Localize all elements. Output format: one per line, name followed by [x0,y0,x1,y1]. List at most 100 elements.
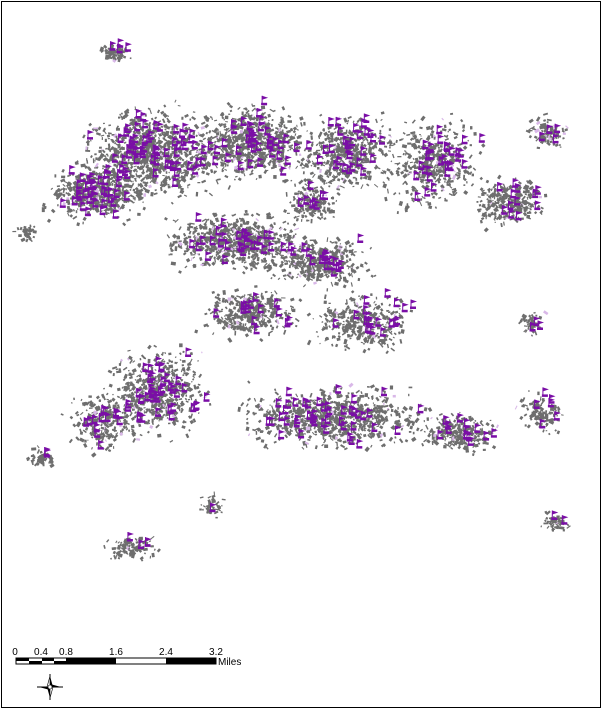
parcel-shape [142,206,146,211]
parcel-shape [443,124,447,129]
parcel-shape [327,167,332,173]
parcel-shape [215,135,218,138]
parcel-shape [389,170,394,176]
parcel-shape [425,125,431,131]
parcel-shape [179,176,181,179]
parcel-shape [117,58,121,63]
parcel-shape [434,206,438,209]
parcel-shape [72,209,76,212]
parcel-shape [261,111,266,115]
parcel-shape [89,155,93,159]
parcel-shape [383,145,388,148]
parcel-shape [56,188,61,193]
parcel-shape [300,157,305,162]
parcel-shape [500,222,503,228]
parcel-shape [147,143,150,146]
parcel-shape [292,126,298,131]
parcel-shape [331,343,334,347]
parcel-shape [230,259,236,265]
parcel-shape [247,151,252,156]
parcel-shape [352,120,355,124]
parcel-shape [149,167,153,173]
parcel-shape [62,202,66,206]
parcel-shape [347,334,351,338]
parcel-shape [360,341,364,344]
parcel-shape [168,253,170,256]
parcel-shape [399,338,403,344]
parcel-shape [260,261,265,263]
parcel-shape [486,194,489,196]
parcel-shape [132,130,137,135]
parcel-shape [369,338,374,344]
parcel-shape [345,129,348,134]
parcel-shape [346,316,350,320]
parcel-shape [113,163,117,167]
parcel-shape [336,144,341,149]
parcel-shape [267,137,273,141]
parcel-shape [334,281,339,286]
parcel-shape [135,158,139,162]
parcel-shape [457,168,461,173]
parcel-shape [234,330,237,336]
parcel-shape [420,137,423,140]
parcel-shape [388,337,393,342]
parcel-shape [60,178,66,183]
parcel-shape [227,145,232,149]
parcel-shape [128,128,134,132]
parcel-shape [271,252,274,257]
parcel-shape [234,288,240,293]
parcel-shape [336,337,341,342]
parcel-shape [439,145,443,148]
parcel-shape [333,156,337,159]
parcel-shape [208,231,211,234]
parcel-shape [407,142,412,145]
parcel-shape [297,145,302,150]
parcel-shape [144,182,148,187]
parcel-shape [219,154,221,158]
parcel-shape [380,302,384,306]
parcel-shape [177,105,181,107]
parcel-shape [272,308,274,312]
parcel-shape [149,109,152,115]
parcel-shape [105,182,112,188]
parcel-shape [134,157,139,160]
parcel-shape [322,128,326,132]
parcel-shape [230,150,235,153]
parcel-shape [360,143,364,147]
parcel-shape [395,139,398,144]
parcel-shape [170,146,174,151]
parcel-shape [222,123,226,126]
parcel-shape [379,132,382,135]
parcel-shape [241,142,246,147]
parcel-shape [348,250,352,253]
parcel-shape [207,308,211,312]
parcel-shape [259,154,265,160]
parcel-shape [200,139,204,143]
parcel-shape [481,192,485,197]
parcel-shape [109,176,114,181]
parcel-shape [74,200,78,204]
parcel-shape [237,106,241,110]
parcel-shape [348,129,352,133]
parcel-shape [258,150,263,155]
parcel-shape [374,303,377,306]
parcel-shape [356,119,360,123]
parcel-shape [362,169,367,173]
parcel-shape [411,119,416,124]
parcel-shape [282,148,285,151]
parcel-shape [126,218,131,222]
parcel-shape [112,167,115,172]
parcel-shape [283,329,287,335]
parcel-shape [127,184,133,189]
parcel-shape [214,140,217,144]
parcel-shape [382,181,386,184]
parcel-shape [359,176,363,180]
parcel-shape [375,118,378,124]
parcel-shape [339,185,343,188]
parcel-shape [370,293,373,297]
parcel-shape [369,246,373,250]
parcel-shape [249,237,253,240]
parcel-shape [166,119,171,124]
